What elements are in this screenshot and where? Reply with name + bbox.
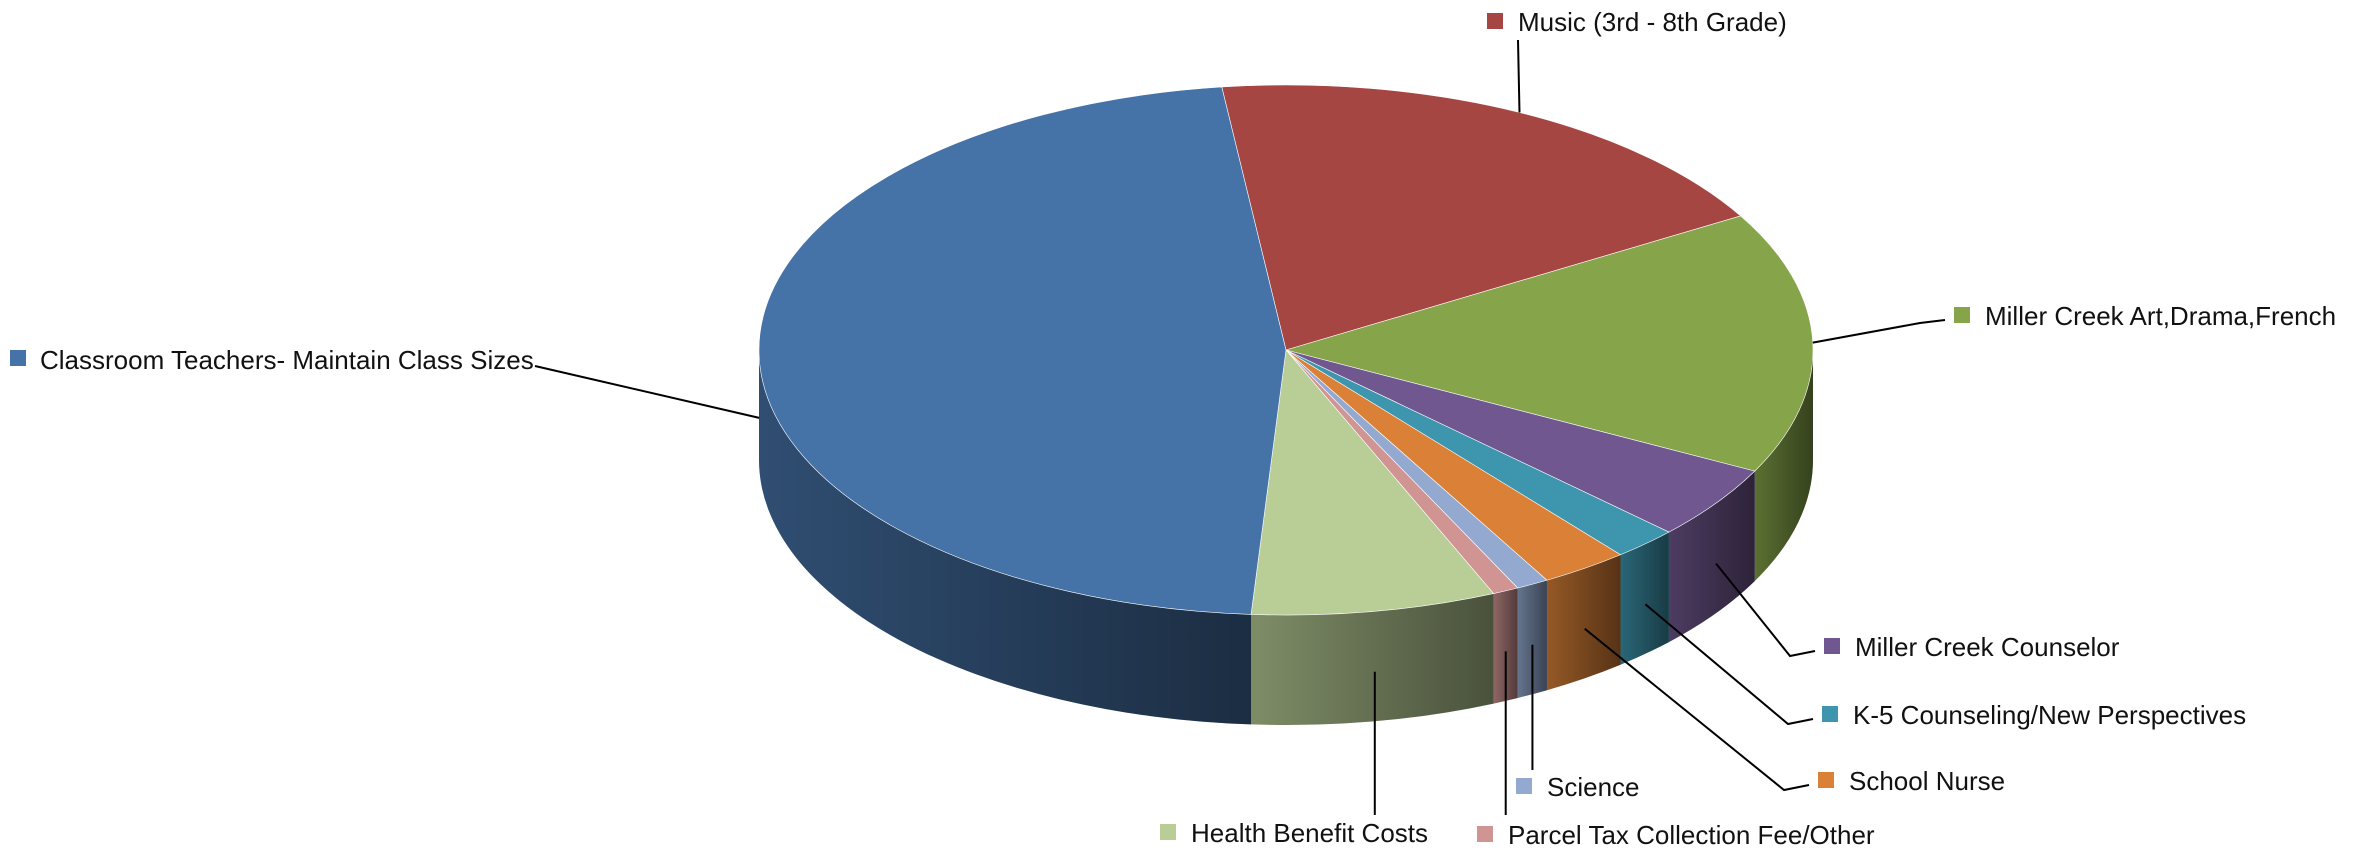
pie-slice [1250, 349, 1495, 616]
pie-slice-side-shade [1517, 580, 1547, 699]
legend-swatch [1824, 638, 1840, 654]
pie-slice-side-shade [759, 350, 1252, 725]
leader-line [534, 365, 760, 419]
leader-lines [534, 39, 1946, 815]
pie-slice-side-shade [1668, 471, 1755, 643]
pie-slice-side-shade [1493, 588, 1518, 704]
legend-swatch [1516, 778, 1532, 794]
pie-slice-side-shade [1620, 532, 1669, 665]
leader-line [1812, 319, 1946, 344]
legend-swatch [1160, 824, 1176, 840]
pie-side-walls [759, 350, 1813, 726]
slice-label: Miller Creek Counselor [1855, 632, 2120, 662]
slice-label: Miller Creek Art,Drama,French [1985, 301, 2336, 331]
legend-swatch [10, 350, 26, 366]
slice-label: School Nurse [1849, 766, 2005, 796]
pie-slice-side-shade [1546, 554, 1621, 691]
slice-labels: Music (3rd - 8th Grade) Miller Creek Art,… [10, 7, 2336, 850]
pie-slice [1284, 215, 1814, 472]
slice-label: Music (3rd - 8th Grade) [1518, 7, 1787, 37]
pie-top-faces [758, 84, 1814, 616]
leader-line [1715, 563, 1816, 658]
pie-slice [758, 86, 1287, 615]
slice-label: Health Benefit Costs [1191, 818, 1428, 848]
slice-label: Classroom Teachers- Maintain Class Sizes [40, 345, 534, 375]
legend-swatch [1822, 706, 1838, 722]
leader-line [1517, 39, 1521, 113]
legend-swatch [1477, 826, 1493, 842]
pie-slice-side-shade [1754, 350, 1813, 582]
slice-label: K-5 Counseling/New Perspectives [1853, 700, 2246, 730]
legend-swatch [1818, 772, 1834, 788]
leader-line [1644, 603, 1814, 726]
leader-line [1584, 628, 1810, 792]
pie-slice-side-shade [1251, 593, 1494, 726]
legend-swatch [1487, 13, 1503, 29]
slice-label: Science [1547, 772, 1640, 802]
pie-slice [1221, 84, 1742, 351]
legend-swatch [1954, 307, 1970, 323]
slice-label: Parcel Tax Collection Fee/Other [1508, 820, 1875, 850]
